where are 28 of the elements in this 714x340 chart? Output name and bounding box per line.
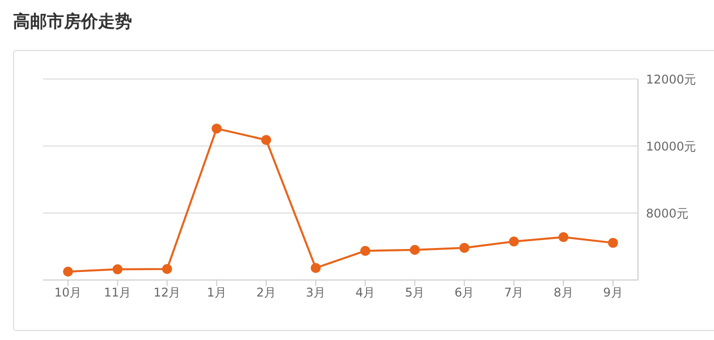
point <box>558 232 568 242</box>
x-tick-label: 7月 <box>504 286 524 300</box>
chart-title: 高邮市房价走势 <box>13 11 132 33</box>
point <box>63 266 73 277</box>
point <box>410 244 420 255</box>
point <box>162 264 172 274</box>
point <box>212 124 222 134</box>
point <box>508 236 519 246</box>
x-tick-label: 5月 <box>405 286 425 300</box>
x-tick-label: 3月 <box>306 286 326 300</box>
x-tick-label: 2月 <box>256 286 276 300</box>
x-tick-label: 10月 <box>54 286 82 300</box>
x-tick-label: 11月 <box>104 286 132 300</box>
point <box>310 262 321 273</box>
x-tick-label: 6月 <box>454 286 474 300</box>
point <box>608 238 618 248</box>
point <box>261 134 272 145</box>
point <box>459 242 470 253</box>
point <box>360 246 370 256</box>
x-tick-label: 9月 <box>603 286 623 300</box>
x-tick-label: 12月 <box>153 286 181 300</box>
point <box>112 264 123 274</box>
y-tick-label: 10000元 <box>646 139 696 154</box>
x-tick-label: 8月 <box>554 286 574 300</box>
y-tick-label: 8000元 <box>646 206 689 220</box>
x-tick-label: 1月 <box>206 286 226 300</box>
x-tick-label: 4月 <box>355 286 376 300</box>
y-tick-label: 12000元 <box>646 72 696 86</box>
